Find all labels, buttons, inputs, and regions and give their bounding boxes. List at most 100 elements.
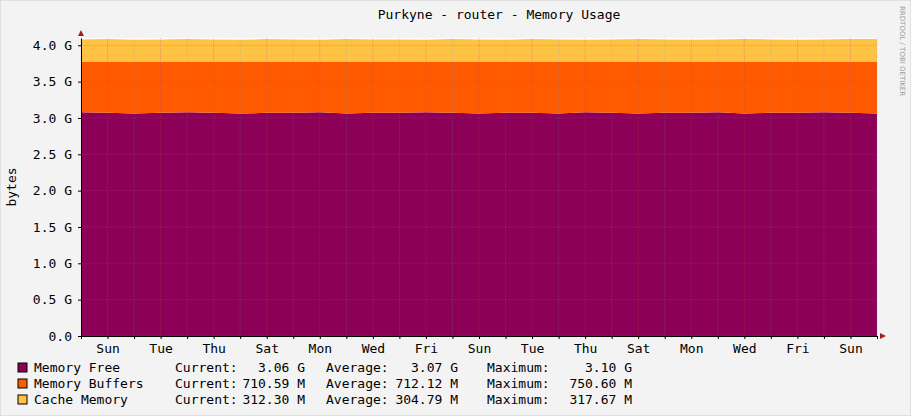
plot-area	[81, 38, 877, 336]
tick: Thu	[202, 336, 225, 356]
tick-mark	[161, 336, 162, 339]
tick	[346, 336, 347, 339]
legend-stat-value: 3.10 G	[585, 360, 632, 375]
grid-line	[691, 38, 692, 336]
y-axis: 0.00.5 G1.0 G1.5 G2.0 G2.5 G3.0 G3.5 G4.…	[33, 38, 82, 344]
tick-mark	[452, 336, 453, 339]
legend-swatch	[18, 379, 27, 388]
grid-line	[585, 38, 586, 336]
tick-mark	[78, 263, 81, 264]
tick-label: 2.5 G	[33, 147, 72, 162]
tick-mark	[320, 336, 321, 339]
grid-line	[558, 38, 559, 336]
grid-line	[213, 38, 214, 336]
tick-mark	[426, 336, 427, 339]
tick-mark	[78, 82, 81, 83]
tick-mark	[78, 336, 81, 337]
legend-stat-label: Current:	[175, 376, 238, 391]
legend-stat-value: 710.59 M	[242, 376, 305, 391]
tick	[293, 336, 294, 339]
tick: 4.0 G	[33, 38, 81, 53]
grid-line	[823, 38, 824, 336]
grid-line	[160, 38, 161, 336]
grid-line	[293, 38, 294, 336]
chart: 0.00.5 G1.0 G1.5 G2.0 G2.5 G3.0 G3.5 G4.…	[0, 0, 911, 416]
tick	[824, 336, 825, 339]
tick: Wed	[362, 336, 385, 356]
x-axis: SunTueThuSatMonWedFriSunTueThuSatMonWedF…	[82, 336, 878, 356]
tick-label: Wed	[733, 341, 756, 356]
grid	[81, 38, 877, 336]
axis-arrow	[78, 30, 84, 36]
tick	[240, 336, 241, 339]
legend-stat-value: 304.79 M	[395, 392, 458, 407]
tick-mark	[612, 336, 613, 339]
tick: 1.5 G	[33, 220, 81, 235]
grid-line	[346, 38, 347, 336]
tick: Fri	[786, 336, 809, 356]
tick-label: 3.5 G	[33, 74, 72, 89]
tick: 3.5 G	[33, 74, 81, 89]
background	[0, 0, 911, 416]
tick-label: 2.0 G	[33, 183, 72, 198]
tick	[665, 336, 666, 339]
legend-swatch	[18, 363, 27, 372]
tick	[187, 336, 188, 339]
legend-stat-value: 312.30 M	[242, 392, 305, 407]
tick	[399, 336, 400, 339]
tick-mark	[771, 336, 772, 339]
grid-line	[744, 38, 745, 336]
legend-label: Memory Buffers	[34, 376, 144, 391]
tick-mark	[691, 336, 692, 339]
tick-mark	[559, 336, 560, 339]
tick-label: Thu	[574, 341, 597, 356]
area	[81, 62, 877, 114]
tick-mark	[108, 336, 109, 339]
legend-stat-value: 317.67 M	[569, 392, 632, 407]
tick-label: Sat	[627, 341, 650, 356]
grid-line	[266, 38, 267, 336]
tick: 2.0 G	[33, 183, 81, 198]
grid-line	[399, 38, 400, 336]
tick-mark	[346, 336, 347, 339]
grid-line	[240, 38, 241, 336]
grid-line	[505, 38, 506, 336]
tick: Tue	[149, 336, 173, 356]
legend-stat-label: Average:	[326, 376, 389, 391]
tick-mark	[78, 45, 81, 46]
annotation: RRDTOOL / TOBI OETIKER	[898, 6, 906, 96]
tick: Wed	[733, 336, 756, 356]
tick-mark	[824, 336, 825, 339]
grid-line	[81, 81, 877, 82]
tick-label: 1.0 G	[33, 256, 72, 271]
tick	[718, 336, 719, 339]
tick: 1.0 G	[33, 256, 81, 271]
tick-mark	[78, 154, 81, 155]
tick: 0.0	[49, 329, 81, 344]
tick-label: 1.5 G	[33, 220, 72, 235]
tick-label: Tue	[521, 341, 545, 356]
tick-mark	[214, 336, 215, 339]
grid-line	[479, 38, 480, 336]
tick-label: Wed	[362, 341, 385, 356]
legend-stat-label: Maximum:	[487, 360, 550, 375]
tick-mark	[479, 336, 480, 339]
tick: 3.0 G	[33, 111, 81, 126]
grid-line	[134, 38, 135, 336]
legend-stat-value: 3.07 G	[411, 360, 458, 375]
tick: Sun	[468, 336, 491, 356]
tick-mark	[506, 336, 507, 339]
tick-mark	[877, 336, 878, 339]
grid-line	[638, 38, 639, 336]
legend-stat-value: 750.60 M	[569, 376, 632, 391]
tick-label: Thu	[202, 341, 225, 356]
tick-mark	[585, 336, 586, 339]
tick: Tue	[521, 336, 545, 356]
grid-line	[107, 38, 108, 336]
grid-line	[532, 38, 533, 336]
tick: Sat	[627, 336, 650, 356]
tick: Sun	[96, 336, 119, 356]
tick-mark	[134, 336, 135, 339]
tick-mark	[744, 336, 745, 339]
tick-label: 4.0 G	[33, 38, 72, 53]
